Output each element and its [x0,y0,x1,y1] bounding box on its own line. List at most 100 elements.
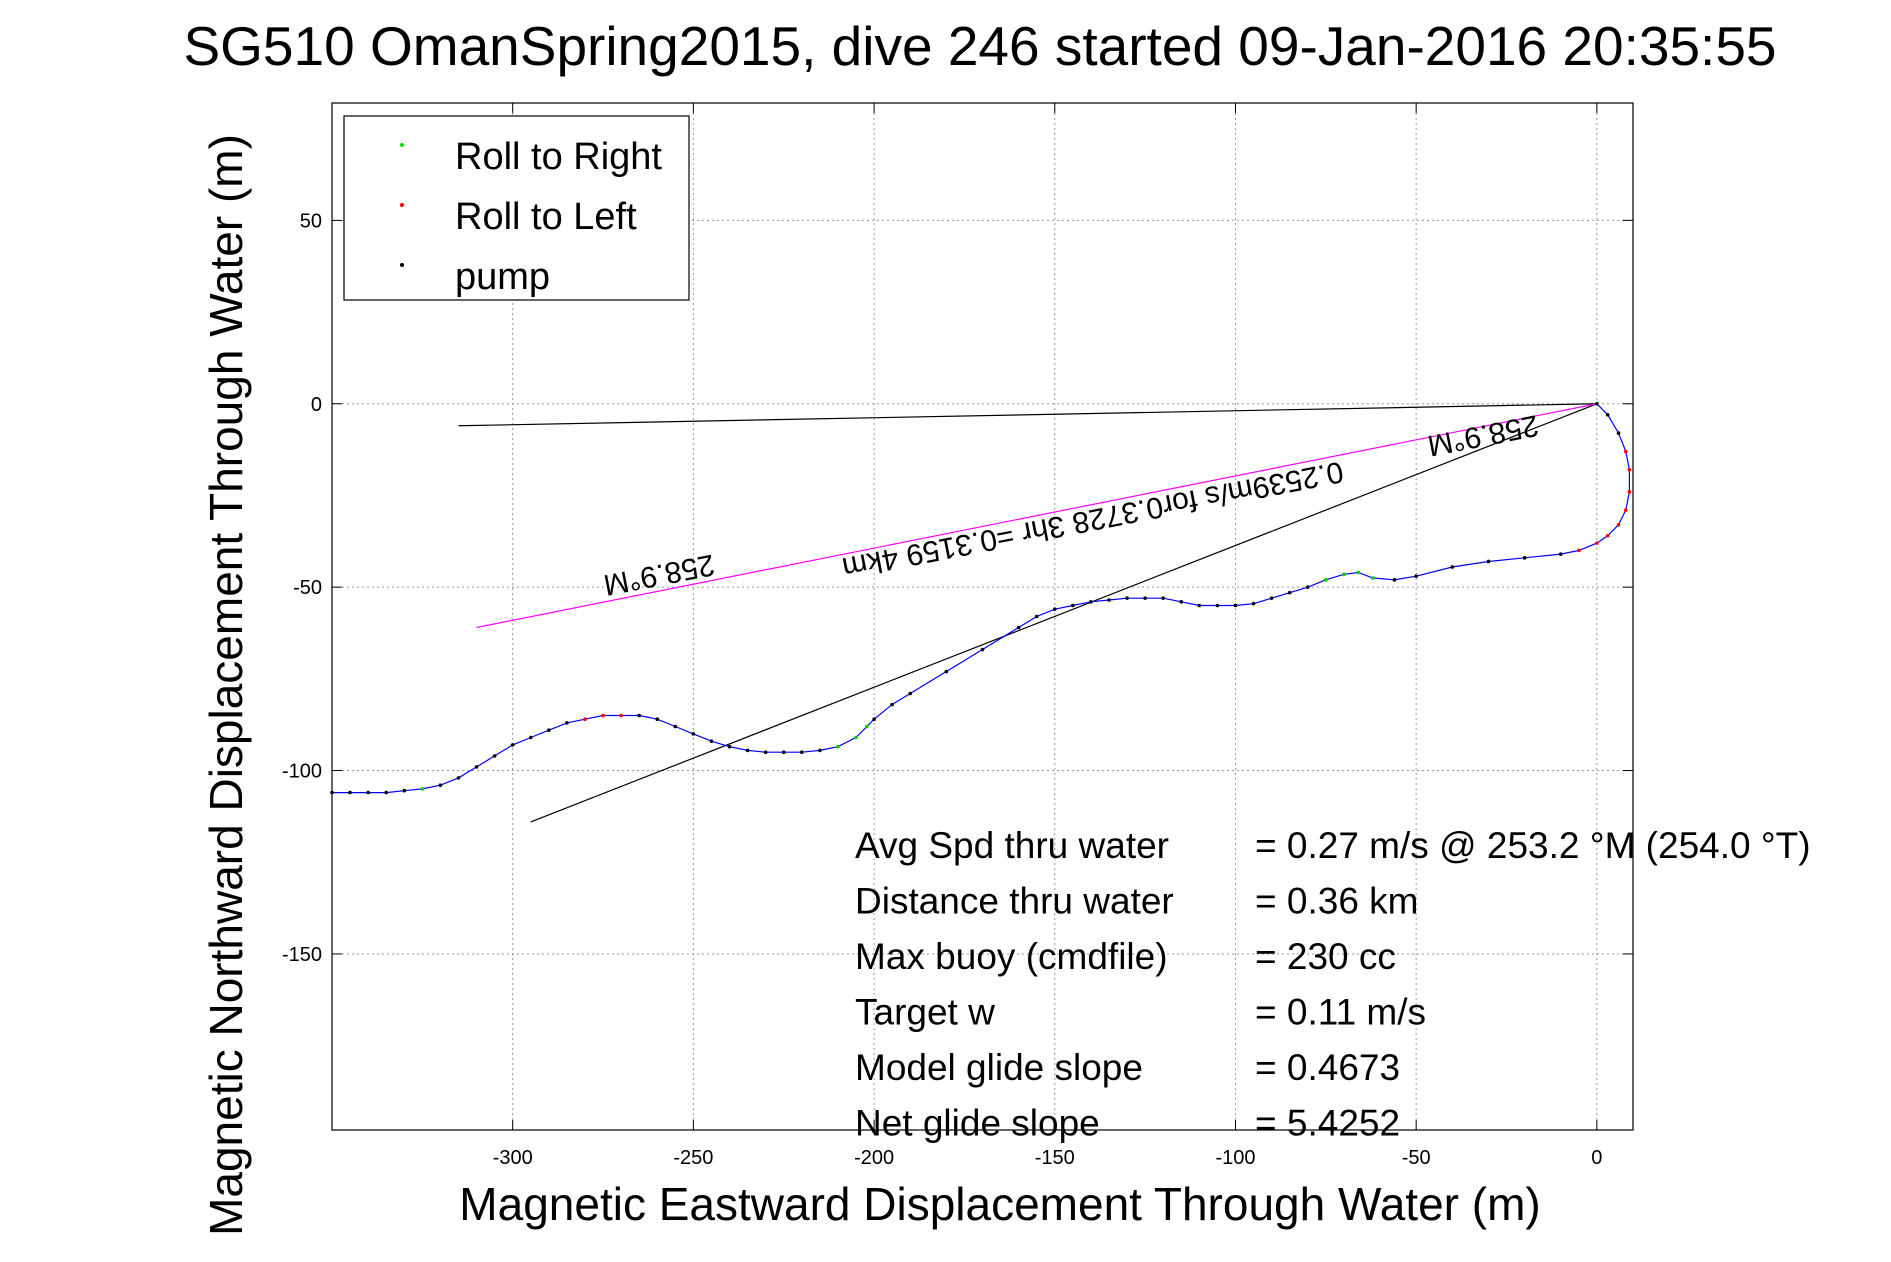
track-point [908,691,913,696]
stat-label: Max buoy (cmdfile) [855,936,1168,977]
legend-label: pump [455,256,550,298]
legend-marker [400,203,404,207]
track-point [384,790,389,795]
stats-block: Avg Spd thru water = 0.27 m/s @ 253.2 °M … [855,825,1811,1144]
track-point [366,790,370,795]
stat-value: = 0.27 m/s @ 253.2 °M (254.0 °T) [1255,825,1811,866]
axes-box [331,102,1634,1131]
track-point [1595,401,1599,406]
track-point [348,790,352,795]
y-axis-label: Magnetic Northward Displacement Through … [200,134,252,1236]
magenta-line [476,403,1597,629]
x-tick-label: 0 [1591,1147,1602,1169]
track-point [872,717,876,721]
track-point [1107,598,1111,602]
track-point [1450,565,1455,569]
track-point [583,717,587,721]
track-point [1522,556,1527,560]
legend-label: Roll to Right [455,136,662,178]
stat-value: = 5.4252 [1255,1103,1400,1144]
track-point [673,724,678,729]
legend-label: Roll to Left [455,196,637,238]
track-point [1179,600,1184,604]
track-point [709,739,714,744]
track-point [565,721,569,725]
x-tick-label: -150 [1035,1147,1075,1169]
track-point [1287,590,1292,595]
track-point [1486,559,1491,564]
track-point [745,748,750,753]
annotation-1: 258.9°M [601,548,717,602]
track-point [1071,603,1075,608]
track-point [944,669,949,674]
y-tick-label: -50 [293,577,322,599]
track-point [800,750,804,755]
x-tick-label: -100 [1215,1147,1255,1169]
track-point [763,750,768,755]
x-tick-label: -300 [493,1147,533,1169]
track-point [1305,585,1310,589]
track-point [547,728,551,733]
track-point [1125,596,1129,600]
track-point [1371,576,1375,580]
legend-marker [400,143,404,147]
annotation-3: 258.9°M [1425,408,1541,462]
y-tick-label: -150 [282,944,322,966]
track-point [1342,572,1346,577]
black-line-upper [458,403,1597,427]
track-point [510,743,515,747]
stat-value: = 0.36 km [1255,881,1419,922]
track-point [637,713,641,718]
track-point [1251,601,1256,606]
track-point [865,724,869,729]
stat-label: Net glide slope [855,1103,1100,1144]
track-point [1143,596,1147,600]
track-point [619,713,623,718]
legend: Roll to Right Roll to Left pump [343,115,690,301]
stat-value: = 230 cc [1255,936,1396,977]
track-point [1161,596,1165,600]
stat-label: Avg Spd thru water [855,825,1169,866]
track-point [727,744,732,749]
track-point [1623,508,1628,512]
track-point [691,732,696,736]
track-point [1595,541,1599,545]
track-point [980,647,985,652]
stat-label: Model glide slope [855,1047,1143,1088]
track-line [332,403,1631,794]
y-tick-label: 0 [311,394,322,416]
track-point [1627,467,1632,472]
track-point [1269,596,1274,600]
chart-title: SG510 OmanSpring2015, dive 246 started 0… [183,15,1776,77]
track-point [1233,603,1238,608]
track-point [854,735,858,740]
track-point [1356,570,1361,575]
black-line-lower [530,403,1598,823]
track-point [655,717,660,721]
stat-value: = 0.11 m/s [1255,992,1426,1033]
stat-label: Target w [855,992,995,1033]
track-point [1605,534,1610,538]
annotation-2: 0.2539m/s for0.3728 3hr =0.3159 4km [840,455,1346,585]
track-point [1215,603,1220,608]
stat-label: Distance thru water [855,881,1174,922]
track-point [781,750,786,755]
track-point [1089,600,1093,604]
x-tick-label: -50 [1402,1147,1431,1169]
track-point [1623,449,1628,454]
track-point [890,702,894,707]
track-point [1392,578,1397,582]
track-point [1616,431,1621,435]
track-point [1414,574,1418,578]
track-point [1034,614,1039,619]
track-point [1616,523,1621,527]
track-point [1016,625,1021,630]
track-point [1324,578,1328,582]
stat-value: = 0.4673 [1255,1047,1400,1088]
track-point [1627,489,1632,494]
track-point [1558,552,1563,556]
track-point [1605,412,1610,417]
track-point [456,776,461,780]
track-point [492,754,497,758]
track-point [1576,548,1581,553]
